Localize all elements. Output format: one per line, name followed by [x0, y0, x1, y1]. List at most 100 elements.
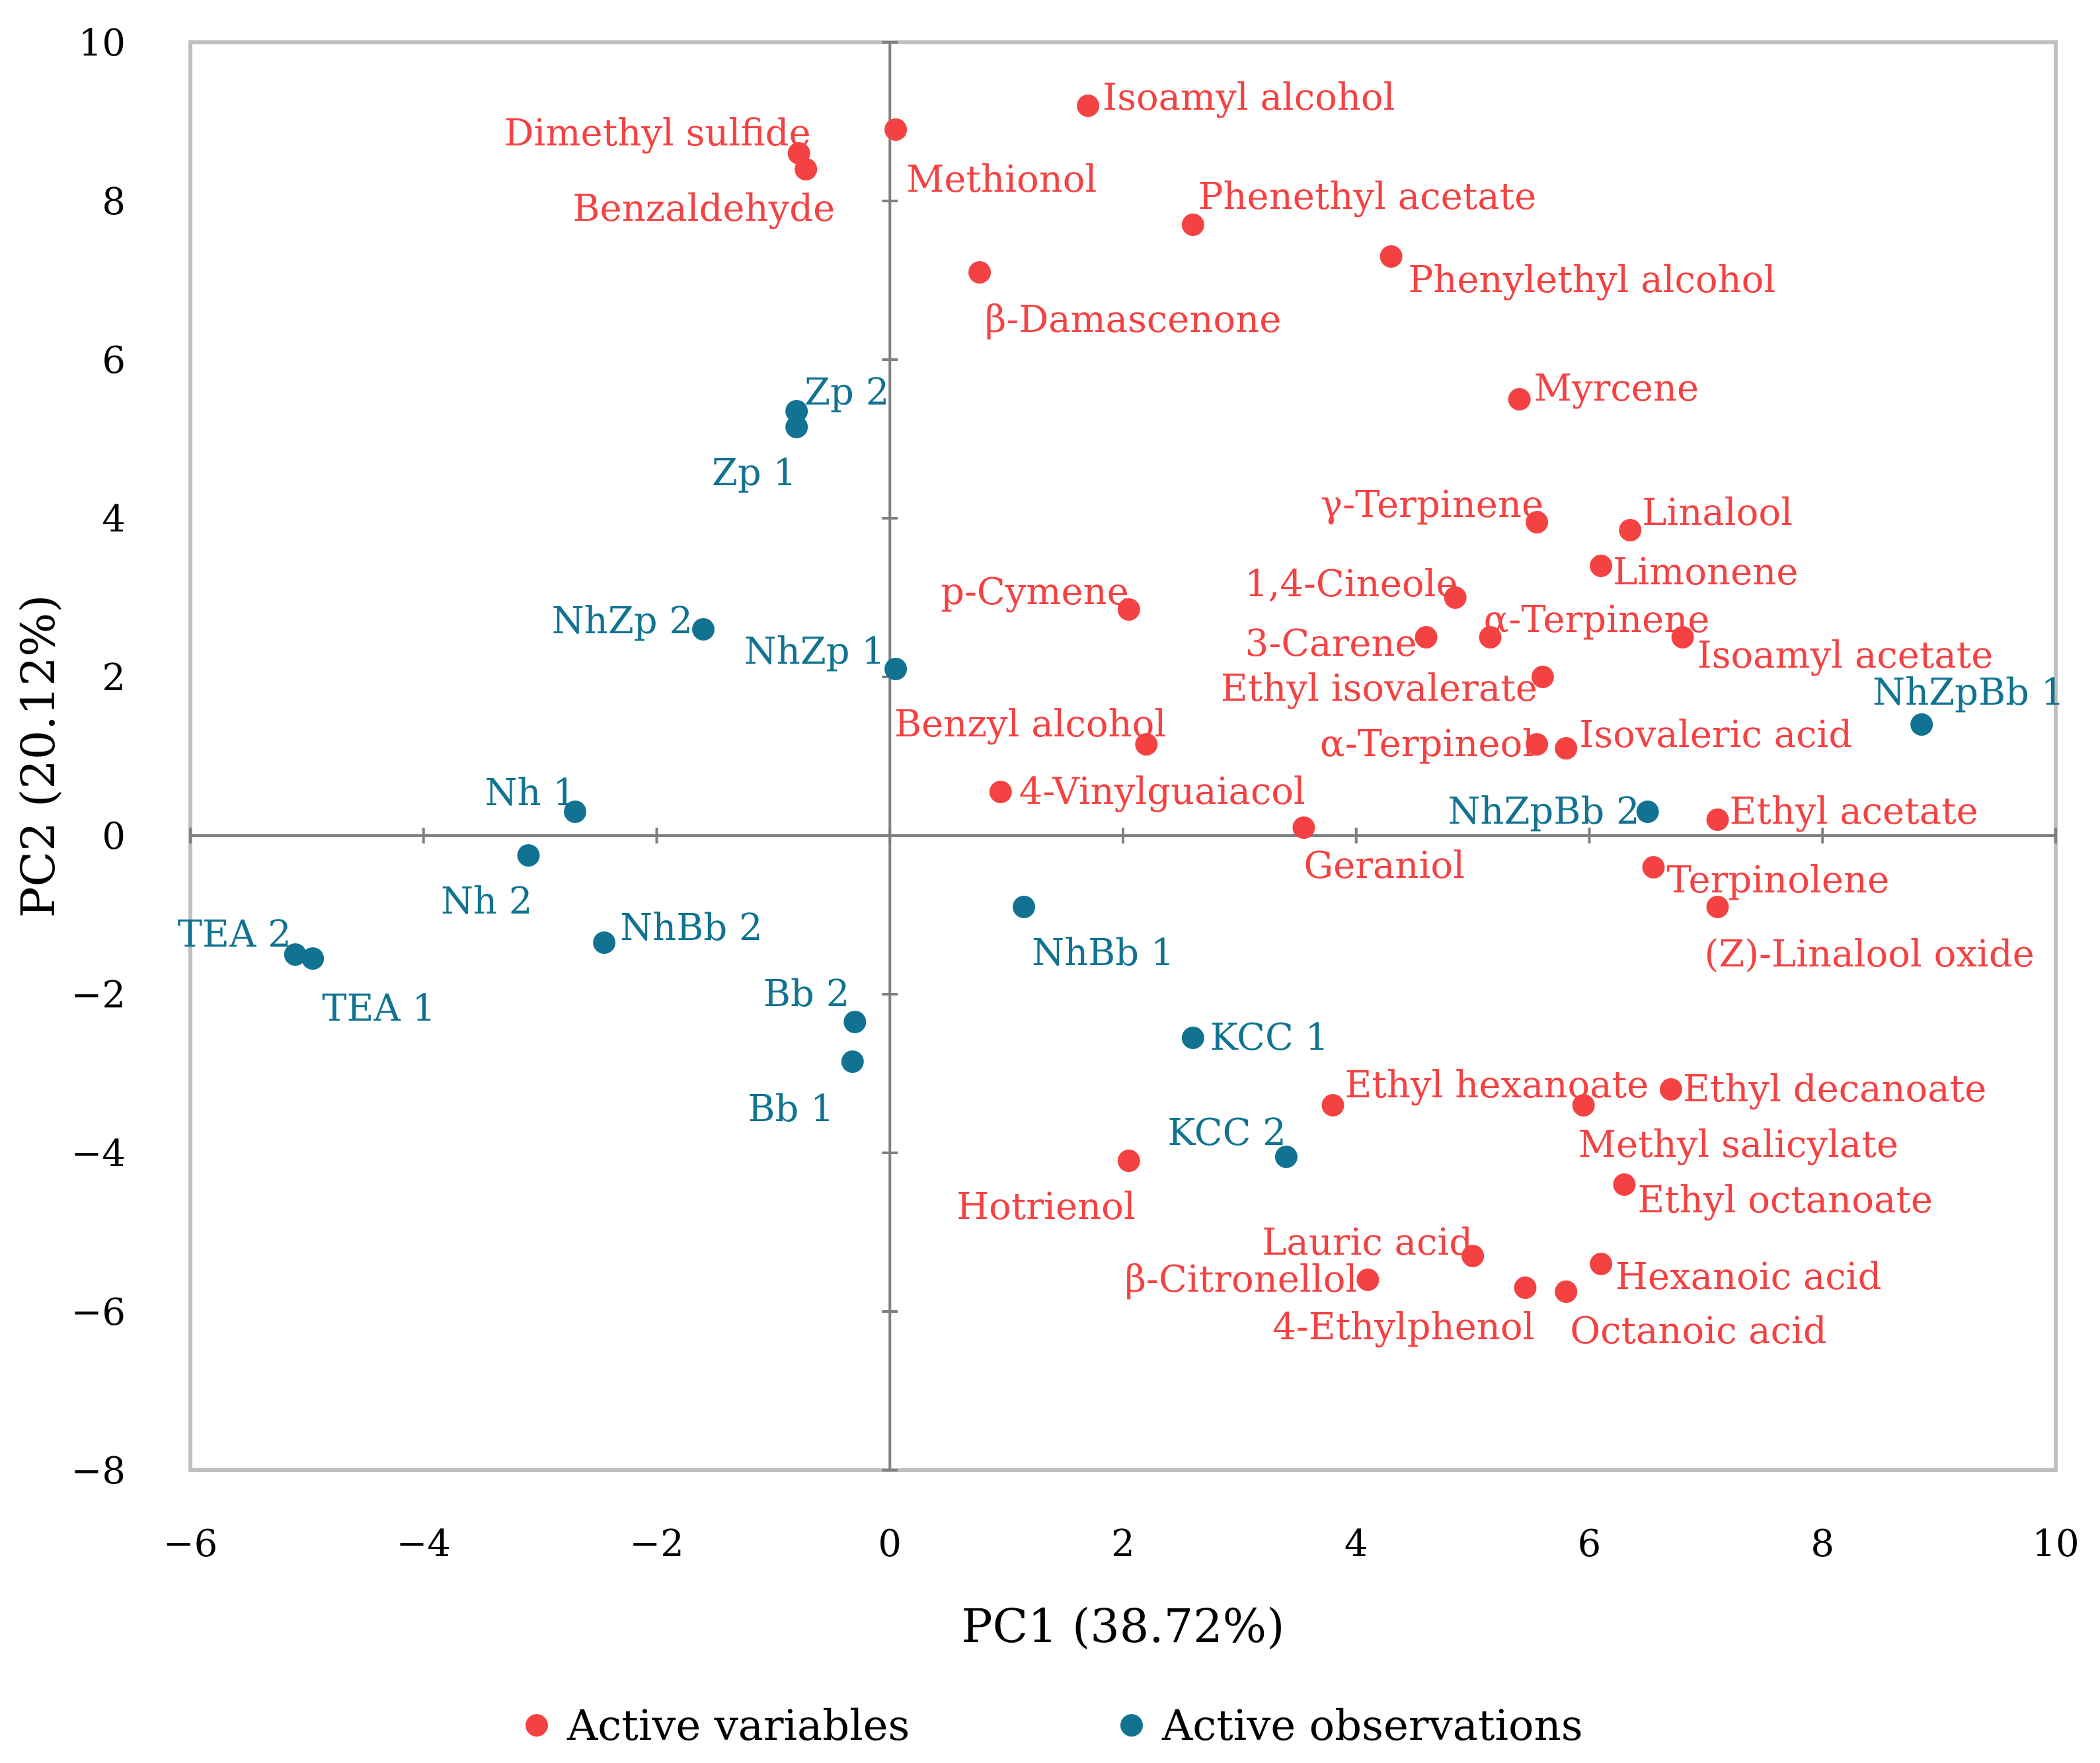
observation-point-nhbb-1 — [1013, 896, 1036, 918]
variable-label-terpinene: γ-Terpinene — [1321, 483, 1543, 526]
x-tick-label: −4 — [396, 1522, 451, 1565]
variable-point-hexanoic-acid — [1590, 1253, 1613, 1275]
variable-point-benzaldehyde — [795, 158, 818, 180]
variable-point-linalool — [1619, 519, 1642, 541]
variable-point-terpinene — [1479, 626, 1502, 648]
observation-label-bb-2: Bb 2 — [763, 972, 849, 1015]
observation-point-zp-1 — [785, 416, 808, 438]
y-tick-label: −4 — [71, 1132, 126, 1175]
y-tick-label: −8 — [71, 1450, 126, 1493]
variable-point-ethyl-acetate — [1706, 808, 1729, 831]
observation-point-zp-2 — [785, 400, 808, 422]
variable-point-terpinene — [1526, 511, 1549, 533]
variable-point-isoamyl-alcohol — [1077, 95, 1100, 117]
x-axis-title: PC1 (38.72%) — [962, 1599, 1285, 1653]
variable-point-phenylethyl-alcohol — [1380, 245, 1403, 268]
observation-label-nhzp-1: NhZp 1 — [744, 630, 885, 673]
x-tick-label: 0 — [878, 1522, 902, 1565]
variable-point-4-ethylphenol — [1514, 1276, 1537, 1299]
x-tick-label: −6 — [163, 1522, 218, 1565]
y-tick-label: −2 — [71, 974, 126, 1017]
variable-label-geraniol: Geraniol — [1303, 844, 1465, 887]
variable-label-ethyl-isovalerate: Ethyl isovalerate — [1221, 667, 1537, 710]
y-tick-label: 10 — [79, 22, 126, 65]
observation-point-nhzp-2 — [692, 618, 715, 641]
observation-point-nhbb-2 — [593, 931, 616, 954]
variable-point-geraniol — [1292, 816, 1315, 839]
variable-label-phenylethyl-alcohol: Phenylethyl alcohol — [1409, 258, 1776, 301]
variable-point-ethyl-isovalerate — [1531, 666, 1554, 688]
x-tick-label: −2 — [629, 1522, 684, 1565]
observation-label-nh-1: Nh 1 — [485, 771, 577, 814]
observation-label-tea-2: TEA 2 — [178, 913, 292, 956]
variable-label-3-carene: 3-Carene — [1245, 622, 1417, 665]
observation-point-nh-1 — [564, 801, 587, 823]
variable-point-damascenone — [968, 261, 992, 284]
variable-label-citronellol: β-Citronellol — [1125, 1258, 1358, 1301]
variable-label-terpinolene: Terpinolene — [1667, 859, 1890, 902]
y-tick-label: 4 — [102, 498, 126, 541]
observation-point-nhzpbb-1 — [1910, 713, 1933, 736]
variable-label-isoamyl-acetate: Isoamyl acetate — [1697, 634, 1994, 677]
variable-point-4-vinylguaiacol — [989, 781, 1012, 803]
observation-label-tea-1: TEA 1 — [322, 987, 436, 1030]
variable-label-p-cymene: p-Cymene — [941, 570, 1129, 613]
observation-point-tea-1 — [301, 947, 325, 970]
variable-label-dimethyl-sulfide: Dimethyl sulfide — [504, 112, 811, 155]
variable-point-z-linalool-oxide — [1706, 896, 1729, 918]
variable-point-hotrienol — [1117, 1150, 1140, 1172]
variable-label-terpineol: α-Terpineol — [1320, 723, 1534, 765]
variable-point-1-4-cineole — [1444, 586, 1467, 609]
legend-label-variables: Active variables — [566, 1702, 910, 1750]
variable-label-phenethyl-acetate: Phenethyl acetate — [1198, 175, 1536, 218]
variable-point-myrcene — [1508, 388, 1531, 411]
observation-label-nhzpbb-1: NhZpBb 1 — [1873, 671, 2064, 714]
observation-label-nhbb-1: NhBb 1 — [1032, 931, 1175, 974]
observation-label-kcc-2: KCC 2 — [1167, 1111, 1286, 1154]
variable-label-4-ethylphenol: 4-Ethylphenol — [1272, 1306, 1534, 1349]
y-tick-label: 0 — [102, 815, 126, 858]
x-tick-label: 4 — [1344, 1522, 1368, 1565]
legend-label-observations: Active observations — [1161, 1702, 1583, 1750]
observation-label-kcc-1: KCC 1 — [1210, 1016, 1329, 1059]
variable-point-benzyl-alcohol — [1135, 733, 1158, 756]
variable-label-z-linalool-oxide: (Z)-Linalool oxide — [1705, 933, 2035, 976]
variable-label-myrcene: Myrcene — [1534, 367, 1699, 410]
observation-point-bb-2 — [843, 1011, 867, 1033]
legend-marker-variables — [525, 1714, 548, 1737]
variable-label-terpinene: α-Terpinene — [1484, 598, 1710, 641]
point-labels: Isoamyl alcohol Dimethyl sulfide Benzaldeh… — [178, 76, 2065, 1352]
legend-marker-observations — [1120, 1714, 1143, 1737]
variable-point-terpinolene — [1642, 856, 1665, 879]
observation-point-nhzp-1 — [884, 658, 908, 680]
observation-label-nhzpbb-2: NhZpBb 2 — [1448, 790, 1639, 833]
variable-label-isovaleric-acid: Isovaleric acid — [1579, 713, 1852, 756]
variable-label-hotrienol: Hotrienol — [956, 1185, 1136, 1228]
variable-point-isovaleric-acid — [1555, 737, 1578, 760]
data-points — [284, 95, 1933, 1303]
variable-label-methyl-salicylate: Methyl salicylate — [1578, 1123, 1898, 1166]
variable-point-3-carene — [1415, 626, 1438, 648]
variable-label-linalool: Linalool — [1642, 491, 1793, 534]
variable-label-methionol: Methionol — [906, 158, 1097, 201]
observation-point-nhzpbb-2 — [1636, 801, 1659, 823]
variable-label-benzyl-alcohol: Benzyl alcohol — [894, 703, 1166, 746]
variable-label-lauric-acid: Lauric acid — [1262, 1221, 1473, 1264]
variable-point-ethyl-octanoate — [1613, 1173, 1636, 1196]
variable-point-limonene — [1590, 555, 1613, 577]
variable-point-isoamyl-acetate — [1671, 626, 1694, 648]
x-tick-label: 2 — [1111, 1522, 1135, 1565]
variable-label-ethyl-octanoate: Ethyl octanoate — [1637, 1179, 1933, 1222]
variable-point-citronellol — [1356, 1269, 1380, 1291]
x-tick-label: 8 — [1810, 1522, 1834, 1565]
variable-point-lauric-acid — [1461, 1245, 1485, 1267]
observation-label-nhzp-2: NhZp 2 — [552, 600, 693, 643]
variable-label-octanoic-acid: Octanoic acid — [1570, 1310, 1827, 1352]
observation-point-tea-2 — [284, 943, 307, 966]
variable-label-ethyl-decanoate: Ethyl decanoate — [1683, 1068, 1986, 1111]
variable-label-1-4-cineole: 1,4-Cineole — [1245, 563, 1458, 606]
x-tick-label: 10 — [2032, 1522, 2079, 1565]
y-tick-label: 6 — [102, 339, 126, 382]
observation-point-bb-1 — [841, 1050, 864, 1073]
